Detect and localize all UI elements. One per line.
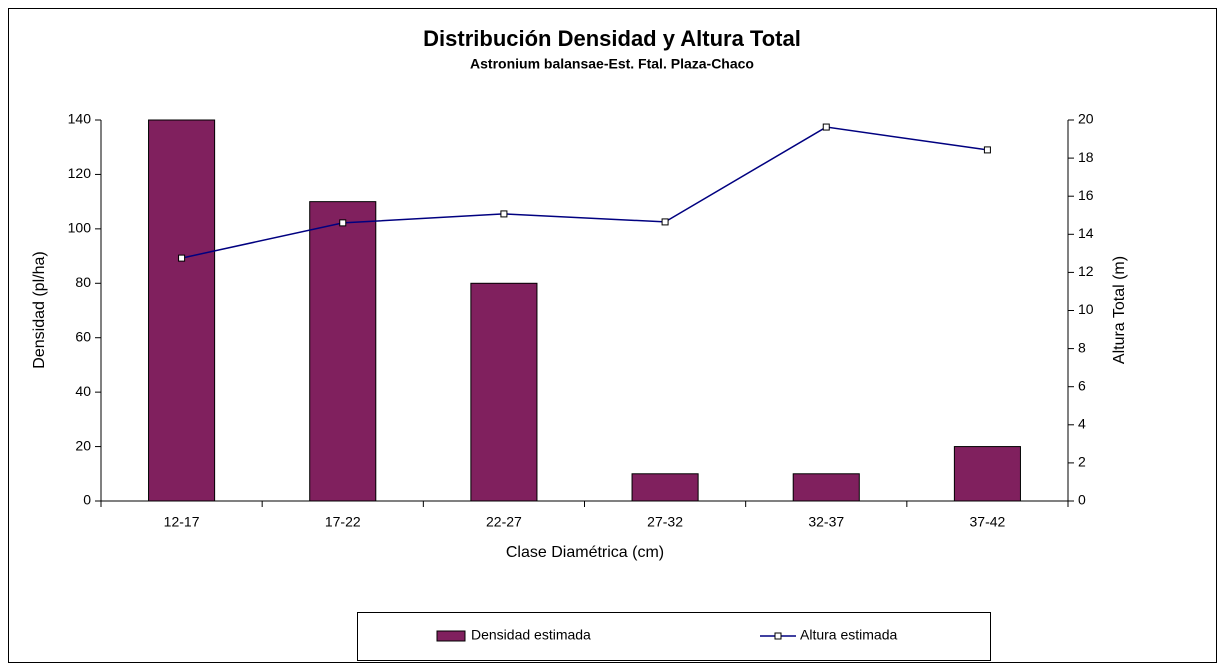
x-tick-label: 27-32 bbox=[647, 514, 683, 530]
x-tick-label: 12-17 bbox=[164, 514, 200, 530]
y2-axis-label: Altura Total (m) bbox=[1111, 256, 1128, 364]
y2-tick-label: 4 bbox=[1078, 416, 1086, 432]
y-axis-label: Densidad (pl/ha) bbox=[31, 251, 48, 368]
legend-label: Densidad estimada bbox=[471, 627, 591, 643]
y-tick-label: 40 bbox=[75, 383, 91, 399]
y-tick-label: 120 bbox=[68, 165, 92, 181]
chart-title: Distribución Densidad y Altura Total bbox=[423, 26, 801, 51]
y2-tick-label: 16 bbox=[1078, 187, 1094, 203]
y2-tick-label: 6 bbox=[1078, 377, 1086, 393]
y2-tick-label: 20 bbox=[1078, 111, 1094, 127]
y-tick-label: 100 bbox=[68, 220, 92, 236]
bar bbox=[792, 473, 860, 502]
x-axis-label: Clase Diamétrica (cm) bbox=[506, 544, 664, 561]
legend-marker bbox=[774, 632, 782, 640]
legend-label: Altura estimada bbox=[800, 627, 897, 643]
bar bbox=[148, 119, 216, 502]
y2-tick-label: 10 bbox=[1078, 301, 1094, 317]
y2-tick-label: 8 bbox=[1078, 339, 1086, 355]
line-marker bbox=[661, 218, 669, 226]
bar bbox=[309, 201, 377, 502]
y2-tick-label: 18 bbox=[1078, 149, 1094, 165]
y2-tick-label: 12 bbox=[1078, 263, 1094, 279]
y-tick-label: 20 bbox=[75, 437, 91, 453]
x-tick-label: 37-42 bbox=[970, 514, 1006, 530]
y2-tick-label: 0 bbox=[1078, 492, 1086, 508]
line-marker bbox=[178, 254, 186, 262]
line-marker bbox=[339, 219, 347, 227]
y2-tick-label: 2 bbox=[1078, 454, 1086, 470]
line-marker bbox=[500, 210, 508, 218]
bar bbox=[631, 473, 699, 502]
y-tick-label: 0 bbox=[83, 492, 91, 508]
y-tick-label: 140 bbox=[68, 111, 92, 127]
y2-tick-label: 14 bbox=[1078, 225, 1094, 241]
y-tick-label: 60 bbox=[75, 328, 91, 344]
bar bbox=[953, 446, 1021, 502]
line-marker bbox=[983, 146, 991, 154]
line bbox=[181, 126, 988, 259]
y-tick-label: 80 bbox=[75, 274, 91, 290]
legend-swatch bbox=[436, 630, 466, 642]
bar bbox=[470, 282, 538, 502]
line-marker bbox=[822, 123, 830, 131]
chart-subtitle: Astronium balansae-Est. Ftal. Plaza-Chac… bbox=[470, 56, 754, 72]
x-tick-label: 32-37 bbox=[808, 514, 844, 530]
x-tick-label: 22-27 bbox=[486, 514, 522, 530]
x-tick-label: 17-22 bbox=[325, 514, 361, 530]
